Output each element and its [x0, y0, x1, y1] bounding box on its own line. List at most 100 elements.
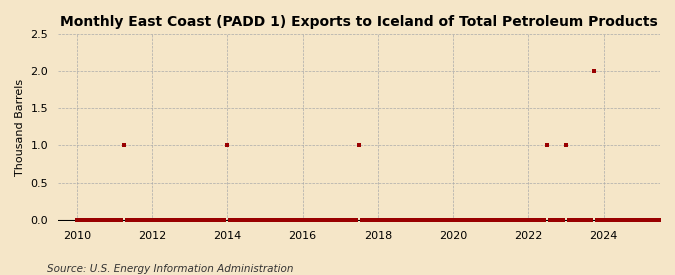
Point — [379, 217, 389, 222]
Point — [272, 217, 283, 222]
Point — [134, 217, 145, 222]
Point — [294, 217, 305, 222]
Point — [234, 217, 245, 222]
Point — [184, 217, 195, 222]
Point — [329, 217, 340, 222]
Point — [560, 143, 571, 148]
Point — [119, 143, 130, 148]
Point — [310, 217, 321, 222]
Point — [363, 217, 374, 222]
Point — [423, 217, 433, 222]
Point — [247, 217, 258, 222]
Point — [601, 217, 612, 222]
Point — [554, 217, 565, 222]
Point — [194, 217, 205, 222]
Point — [632, 217, 643, 222]
Point — [382, 217, 393, 222]
Point — [140, 217, 151, 222]
Point — [93, 217, 104, 222]
Point — [256, 217, 267, 222]
Point — [366, 217, 377, 222]
Point — [429, 217, 439, 222]
Point — [131, 217, 142, 222]
Point — [350, 217, 361, 222]
Point — [435, 217, 446, 222]
Point — [491, 217, 502, 222]
Point — [651, 217, 662, 222]
Point — [171, 217, 182, 222]
Point — [81, 217, 92, 222]
Point — [451, 217, 462, 222]
Point — [410, 217, 421, 222]
Point — [495, 217, 506, 222]
Point — [87, 217, 98, 222]
Point — [97, 217, 107, 222]
Point — [586, 217, 597, 222]
Point — [558, 217, 568, 222]
Point — [156, 217, 167, 222]
Point — [573, 217, 584, 222]
Point — [209, 217, 220, 222]
Point — [203, 217, 214, 222]
Point — [263, 217, 273, 222]
Point — [266, 217, 277, 222]
Point — [144, 217, 155, 222]
Point — [100, 217, 111, 222]
Point — [331, 217, 342, 222]
Point — [426, 217, 437, 222]
Point — [441, 217, 452, 222]
Point — [551, 217, 562, 222]
Point — [576, 217, 587, 222]
Point — [626, 217, 637, 222]
Point — [504, 217, 515, 222]
Point — [416, 217, 427, 222]
Point — [535, 217, 546, 222]
Point — [401, 217, 412, 222]
Point — [592, 217, 603, 222]
Point — [520, 217, 531, 222]
Point — [548, 217, 559, 222]
Point — [322, 217, 333, 222]
Point — [215, 217, 226, 222]
Point — [115, 217, 126, 222]
Point — [128, 217, 138, 222]
Point — [122, 217, 132, 222]
Point — [604, 217, 615, 222]
Point — [319, 217, 330, 222]
Point — [664, 217, 675, 222]
Point — [278, 217, 289, 222]
Point — [523, 217, 534, 222]
Point — [300, 217, 311, 222]
Point — [341, 217, 352, 222]
Point — [529, 217, 540, 222]
Point — [470, 217, 481, 222]
Point — [103, 217, 113, 222]
Point — [241, 217, 252, 222]
Point — [516, 217, 527, 222]
Point — [190, 217, 201, 222]
Point — [74, 217, 85, 222]
Point — [479, 217, 490, 222]
Point — [325, 217, 336, 222]
Point — [642, 217, 653, 222]
Point — [244, 217, 254, 222]
Point — [404, 217, 414, 222]
Point — [636, 217, 647, 222]
Point — [316, 217, 327, 222]
Point — [639, 217, 650, 222]
Point — [583, 217, 593, 222]
Point — [159, 217, 170, 222]
Point — [163, 217, 173, 222]
Point — [72, 217, 82, 222]
Point — [545, 217, 556, 222]
Point — [285, 217, 296, 222]
Point — [253, 217, 264, 222]
Point — [375, 217, 386, 222]
Point — [579, 217, 590, 222]
Point — [338, 217, 349, 222]
Point — [109, 217, 120, 222]
Point — [348, 217, 358, 222]
Point — [222, 143, 233, 148]
Point — [385, 217, 396, 222]
Point — [304, 217, 315, 222]
